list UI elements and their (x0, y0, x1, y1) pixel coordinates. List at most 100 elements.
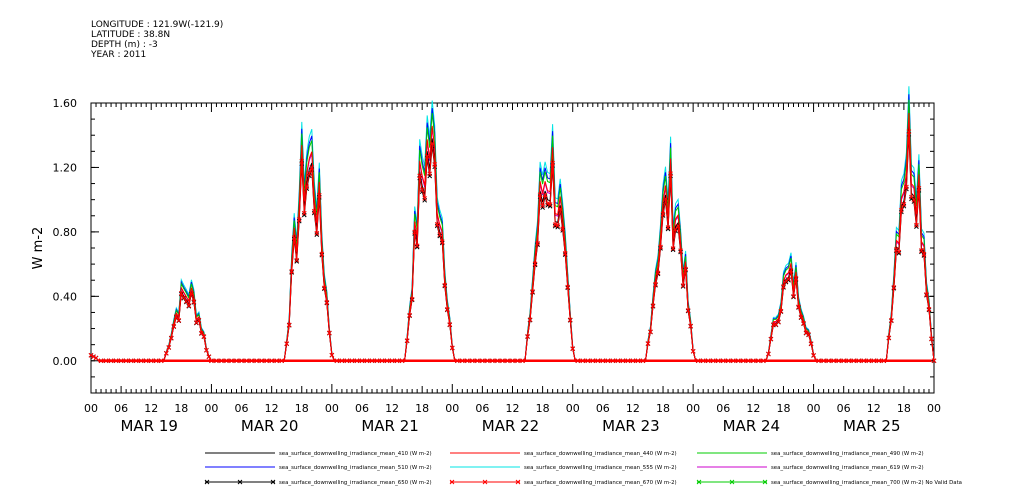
series-marker (326, 330, 332, 336)
series-marker (324, 300, 330, 305)
series-marker (173, 314, 179, 320)
series-marker (432, 162, 438, 167)
tick-label-layer: 0.00 0.40 0.80 1.20 1.60 00 06 12 18 00 06 12 18 00 06… (53, 97, 942, 435)
series-marker (286, 322, 292, 328)
legend-marker (237, 479, 243, 485)
x-hour-tick-label: 06 (235, 402, 249, 415)
series-marker (309, 165, 315, 170)
x-hour-tick-label: 18 (536, 402, 550, 415)
series-marker (565, 284, 571, 290)
series-marker (796, 304, 801, 310)
series-marker (437, 232, 443, 237)
series-marker (88, 352, 94, 358)
series-marker (439, 239, 445, 244)
series-marker (294, 257, 300, 263)
legend-marker (696, 479, 702, 485)
series-marker (314, 232, 320, 238)
series-marker (404, 338, 410, 343)
series-line (90, 134, 935, 362)
series-marker (532, 261, 538, 267)
series-marker (776, 319, 781, 325)
series-marker (414, 244, 420, 250)
series-line (90, 115, 935, 362)
series-marker (911, 197, 917, 203)
series-marker (655, 270, 661, 276)
series-marker (924, 292, 929, 297)
series-marker (560, 226, 566, 232)
series-marker (803, 330, 809, 336)
series-marker (673, 227, 678, 232)
series-marker (191, 299, 197, 305)
x-day-label: MAR 25 (843, 417, 900, 435)
series-line (90, 112, 935, 362)
x-hour-tick-label: 18 (415, 402, 429, 415)
x-hour-tick-label: 00 (807, 402, 821, 415)
series-marker (663, 196, 668, 202)
legend-marker (515, 479, 521, 485)
header-depth: DEPTH (m) : -3 (91, 40, 158, 50)
series-marker (409, 296, 415, 302)
series-marker (444, 306, 450, 312)
series-marker (896, 249, 902, 255)
series-marker (419, 187, 425, 193)
x-hour-tick-label: 18 (897, 402, 911, 415)
series-marker (901, 202, 907, 207)
series-marker (204, 347, 209, 353)
y-axis-label: W m-2 (31, 227, 46, 270)
x-hour-tick-label: 06 (837, 402, 851, 415)
x-hour-tick-label: 00 (445, 402, 459, 415)
series-marker (791, 294, 796, 300)
series-marker (665, 225, 671, 230)
legend-label: sea_surface_downwelling_irradiance_mean_… (771, 465, 924, 471)
series-marker (186, 303, 192, 308)
series-layer (88, 86, 937, 364)
series-marker (199, 330, 204, 336)
series-marker (319, 251, 325, 257)
series-line (90, 94, 935, 362)
legend-marker (204, 479, 210, 485)
y-tick-label: 1.20 (53, 161, 78, 174)
series-marker (206, 354, 212, 360)
x-hour-tick-label: 00 (204, 402, 218, 415)
x-hour-tick-label: 06 (716, 402, 730, 415)
series-marker (417, 173, 423, 179)
chart-header: LONGITUDE : 121.9W(-121.9) LATITUDE : 38… (91, 20, 223, 60)
series-marker (766, 351, 771, 357)
legend-marker (729, 479, 735, 485)
series-marker (316, 193, 322, 198)
series-marker (650, 303, 656, 309)
series-marker (786, 276, 791, 282)
series-marker (665, 226, 671, 232)
legend-item: sea_surface_downwelling_irradiance_mean_… (205, 451, 432, 457)
series-marker (284, 341, 290, 346)
series-marker (914, 222, 919, 228)
legend-item: sea_surface_downwelling_irradiance_mean_… (697, 451, 924, 457)
series-marker (683, 266, 688, 272)
x-hour-tick-label: 12 (506, 402, 520, 415)
series-marker (163, 350, 169, 356)
y-tick-label: 1.60 (53, 97, 78, 110)
series-marker (806, 332, 811, 337)
x-day-label: MAR 22 (482, 417, 539, 435)
y-tick-label: 0.40 (53, 290, 78, 303)
series-marker (201, 334, 207, 339)
y-tick-label: 0.80 (53, 226, 78, 239)
x-hour-tick-label: 12 (626, 402, 640, 415)
series-marker (447, 322, 453, 327)
series-marker (422, 196, 428, 201)
legend-label: sea_surface_downwelling_irradiance_mean_… (771, 480, 962, 486)
series-line (90, 99, 935, 362)
x-hour-tick-label: 06 (475, 402, 489, 415)
series-marker (527, 317, 533, 323)
series-marker (540, 205, 545, 210)
series-marker (793, 276, 799, 281)
series-marker (289, 268, 295, 274)
x-hour-tick-label: 12 (746, 402, 760, 415)
series-marker (550, 160, 555, 166)
series-marker (778, 308, 784, 314)
series-marker (899, 207, 904, 213)
series-marker (926, 306, 932, 312)
series-marker (570, 346, 576, 351)
legend-item: sea_surface_downwelling_irradiance_mean_… (205, 465, 432, 471)
